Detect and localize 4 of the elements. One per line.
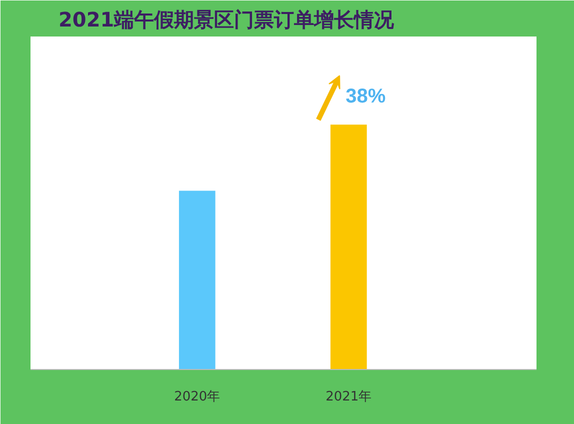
chart-title: 2021端午假期景区门票订单增长情况	[58, 8, 396, 32]
x-tick-label: 2020年	[174, 390, 220, 404]
annotation: 38%	[346, 86, 386, 108]
x-tick-label: 2021年	[326, 390, 372, 404]
